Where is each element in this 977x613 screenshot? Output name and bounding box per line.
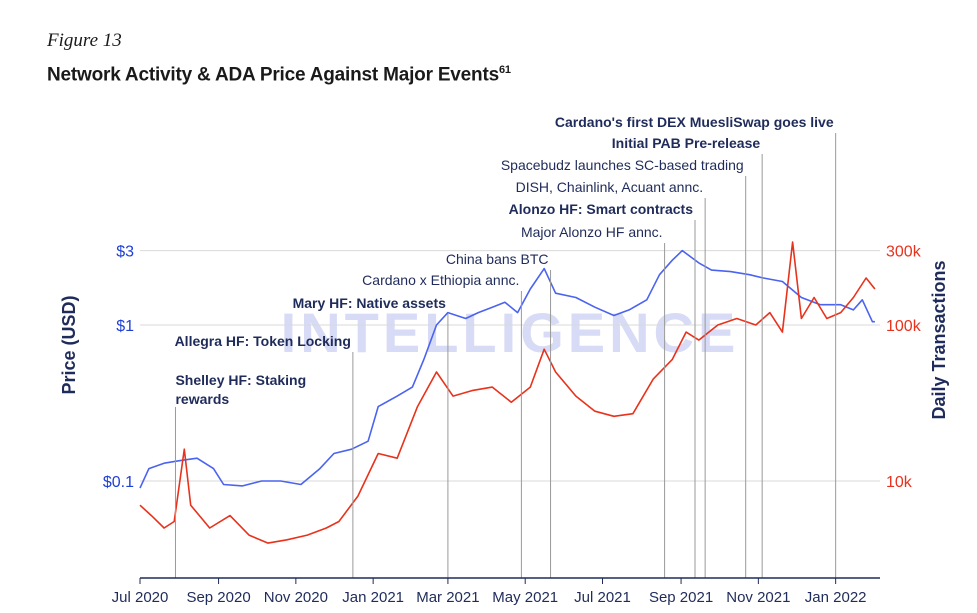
event-layer: Shelley HF: Staking rewards Allegra HF: To… [175, 114, 837, 578]
y-left-tick-label-2: $3 [116, 244, 134, 261]
event-label-2: Mary HF: Native assets [293, 295, 447, 311]
y-right-axis-title: Daily Transactions [929, 260, 949, 419]
y-right-tick-label-1: 100k [886, 318, 922, 335]
event-label-4: China bans BTC [446, 251, 549, 267]
event-label-1: Allegra HF: Token Locking [175, 333, 351, 349]
figure-title: Network Activity & ADA Price Against Maj… [47, 64, 511, 86]
event-label-8: Spacebudz launches SC-based trading [501, 157, 744, 173]
y-right-tick-label-0: 10k [886, 474, 913, 491]
x-tick-label-3: Jan 2021 [342, 589, 404, 606]
y-right-tick-label-2: 300k [886, 244, 922, 261]
x-tick-label-5: May 2021 [492, 589, 558, 606]
x-tick-label-1: Sep 2020 [186, 589, 250, 606]
event-label-7: DISH, Chainlink, Acuant annc. [516, 179, 704, 195]
axis-layer: Jul 2020 Sep 2020 Nov 2020 Jan 2021 Mar 2021… [59, 244, 949, 606]
figure-label: Figure 13 [47, 30, 122, 51]
price-series-line [139, 249, 875, 489]
event-label-10: Cardano's first DEX MuesliSwap goes live [555, 114, 834, 130]
y-left-axis-title: Price (USD) [59, 295, 79, 394]
figure-footnote: 61 [498, 64, 511, 76]
watermark-layer: INTELLIGENCE [281, 301, 740, 364]
event-label-5: Major Alonzo HF annc. [521, 224, 663, 240]
x-tick-label-6: Jul 2021 [574, 589, 631, 606]
x-tick-label-8: Nov 2021 [726, 589, 790, 606]
x-tick-label-4: Mar 2021 [416, 589, 479, 606]
x-tick-label-0: Jul 2020 [112, 589, 169, 606]
event-label-3: Cardano x Ethiopia annc. [362, 272, 519, 288]
y-left-tick-label-1: $1 [116, 318, 134, 335]
y-left-tick-label-0: $0.1 [103, 474, 134, 491]
event-label-6: Alonzo HF: Smart contracts [509, 201, 694, 217]
watermark-text: INTELLIGENCE [281, 301, 740, 364]
transactions-series-line [139, 241, 876, 544]
x-tick-label-2: Nov 2020 [264, 589, 328, 606]
x-tick-label-7: Sep 2021 [649, 589, 713, 606]
x-tick-label-9: Jan 2022 [805, 589, 867, 606]
event-label-9: Initial PAB Pre-release [612, 135, 761, 151]
series-layer [139, 241, 876, 544]
event-label-0-line2: rewards [175, 391, 229, 407]
event-label-0: Shelley HF: Staking [175, 372, 306, 388]
figure-title-text: Network Activity & ADA Price Against Maj… [47, 64, 499, 86]
